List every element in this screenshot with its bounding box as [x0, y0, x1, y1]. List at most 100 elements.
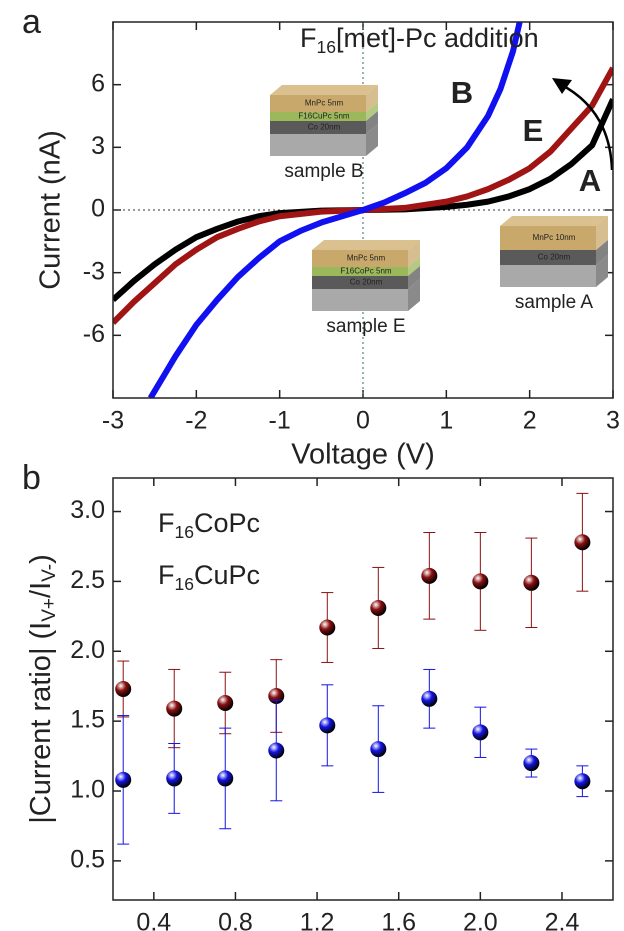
x-tick-label: 1	[439, 407, 453, 435]
inset-top	[500, 216, 608, 226]
curve-label: A	[579, 163, 601, 198]
inset-layer	[500, 250, 596, 265]
x-tick-label: 2.4	[545, 909, 580, 931]
inset-side	[408, 257, 420, 276]
inset-layer-label: Co 20nm	[308, 123, 341, 132]
x-tick-label: -2	[185, 407, 207, 435]
inset-layer	[312, 250, 408, 267]
y-tick-label: 3	[91, 132, 105, 160]
point	[268, 742, 285, 759]
inset-layer	[500, 226, 596, 250]
point	[523, 574, 540, 591]
point	[166, 700, 183, 717]
x-tick-label: -3	[102, 407, 124, 435]
curve-label: E	[523, 113, 544, 148]
y-tick-label: 1.5	[70, 706, 105, 734]
point	[370, 599, 387, 616]
inset-side	[408, 240, 420, 267]
text-part: [met]-Pc addition	[336, 23, 539, 53]
point	[574, 773, 591, 790]
y-axis-label: Current (nA)	[35, 130, 67, 290]
inset-side	[596, 255, 608, 287]
subscript: V+	[39, 598, 60, 622]
curve-label: B	[451, 75, 473, 110]
arrow	[559, 82, 614, 171]
inset-side	[408, 279, 420, 311]
inset-layer-label: Co 20nm	[538, 253, 571, 262]
inset-layer-label: F16CoPc 5nm	[340, 267, 391, 276]
x-tick-label: 3	[606, 407, 620, 435]
point	[472, 573, 489, 590]
inset-layer	[270, 112, 366, 121]
inset-side	[366, 111, 378, 134]
x-axis-label: Voltage (V)	[291, 439, 434, 471]
point	[319, 717, 336, 734]
legend-entry: F16CoPc	[158, 508, 260, 542]
subscript: V-	[39, 564, 60, 582]
y-axis-label: |Current ratio| (IV+/IV-)	[25, 554, 60, 824]
point	[319, 619, 336, 636]
y-tick-label: -3	[83, 257, 105, 285]
text-part: CuPc	[194, 560, 260, 590]
text-part: F	[300, 23, 317, 53]
inset-layer-label: MnPc 10nm	[533, 233, 576, 242]
inset-layer-label: MnPc 5nm	[305, 99, 344, 108]
legend-entry: F16CuPc	[158, 560, 260, 594]
x-tick-label: 0.8	[218, 909, 253, 931]
y-tick-label: 0	[91, 195, 105, 223]
panel-label: a	[22, 3, 41, 41]
inset-label: sample E	[326, 316, 405, 337]
annotation: F16[met]-Pc addition	[300, 23, 539, 57]
inset-side	[366, 124, 378, 156]
plot-area	[113, 22, 613, 398]
plot-frame	[112, 21, 614, 399]
subscript: 16	[175, 574, 195, 594]
inset-layer	[270, 121, 366, 134]
inset-layer-label: Co 20nm	[350, 278, 383, 287]
y-tick-label: 1.0	[70, 776, 105, 804]
x-tick-label: -1	[269, 407, 291, 435]
inset-side	[596, 216, 608, 250]
subscript: 16	[317, 37, 337, 57]
point	[115, 681, 132, 697]
inset-layer-label: MnPc 5nm	[347, 254, 386, 263]
point	[472, 724, 489, 741]
point	[217, 770, 234, 787]
x-tick-label: 0	[356, 407, 370, 435]
subscript: 16	[175, 522, 195, 542]
point	[217, 694, 234, 711]
inset-side	[366, 102, 378, 121]
inset-top	[312, 240, 420, 250]
y-tick-label: 2.5	[70, 566, 105, 594]
text-part: F	[158, 508, 175, 538]
point	[115, 771, 132, 788]
inset-side	[366, 85, 378, 112]
inset-label: sample B	[284, 161, 363, 182]
iv-curve	[147, 22, 523, 398]
text-part: |Current ratio| (I	[25, 622, 57, 824]
inset-side	[596, 240, 608, 265]
point	[421, 567, 438, 584]
text-part: CoPc	[194, 508, 260, 538]
x-tick-label: 1.6	[381, 909, 416, 931]
text-part: /I	[25, 582, 57, 598]
plot-area	[115, 492, 591, 845]
panel-label: b	[22, 459, 41, 497]
x-tick-label: 2.0	[463, 909, 498, 931]
inset-substrate	[312, 289, 408, 311]
y-tick-label: 3.0	[70, 496, 105, 524]
inset-substrate	[270, 134, 366, 156]
text-part: F	[158, 560, 175, 590]
inset-layer	[312, 267, 408, 276]
y-tick-label: -6	[83, 320, 105, 348]
x-tick-label: 0.4	[136, 909, 171, 931]
x-tick-label: 1.2	[300, 909, 335, 931]
y-tick-label: 0.5	[70, 845, 105, 873]
inset-top	[270, 85, 378, 95]
y-tick-label: 2.0	[70, 636, 105, 664]
inset-substrate	[500, 265, 596, 287]
arrowhead	[552, 78, 572, 94]
point	[574, 534, 591, 551]
